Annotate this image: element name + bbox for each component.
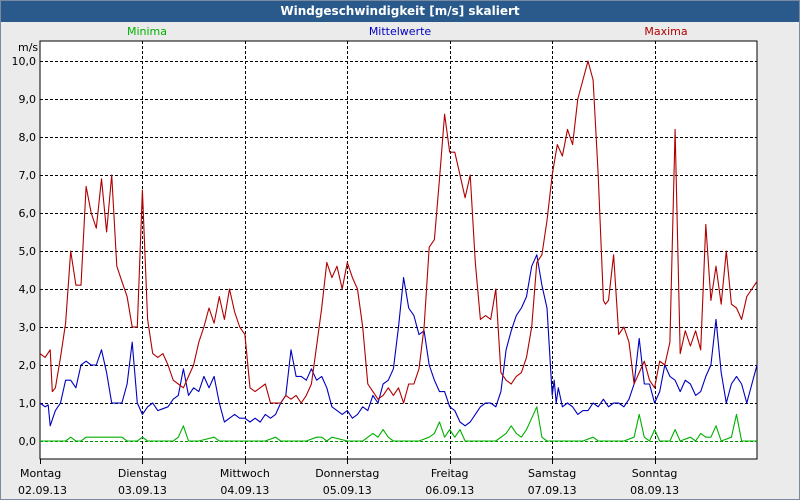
- y-tick-label-0: 0,0: [19, 435, 37, 448]
- y-tick-label-6: 6,0: [19, 207, 37, 220]
- series-line-mittelwerte: [39, 254, 758, 427]
- series-line-minima: [40, 406, 757, 442]
- day-weekday-label-3: Donnerstag: [315, 467, 379, 480]
- day-weekday-label-1: Dienstag: [118, 467, 167, 480]
- y-axis-label: m/s: [18, 41, 38, 54]
- chart-title: Windgeschwindigkeit [m/s] skaliert: [1, 1, 799, 22]
- horizontal-gridlines: [40, 61, 757, 442]
- series-line-maxima: [39, 60, 758, 404]
- y-tick-label-5: 5,0: [19, 245, 37, 258]
- y-tick-label-10: 10,0: [12, 55, 37, 68]
- day-date-label-1: 03.09.13: [118, 484, 167, 497]
- day-weekday-label-5: Samstag: [528, 467, 576, 480]
- legend: Minima Mittelwerte Maxima: [127, 25, 688, 38]
- day-weekday-label-0: Montag: [20, 467, 61, 480]
- legend-mittelwerte: Mittelwerte: [369, 25, 432, 38]
- legend-minima: Minima: [127, 25, 167, 38]
- day-date-label-4: 06.09.13: [425, 484, 474, 497]
- y-tick-label-1: 1,0: [19, 397, 37, 410]
- y-tick-label-9: 9,0: [19, 93, 37, 106]
- y-tick-label-8: 8,0: [19, 131, 37, 144]
- day-date-label-0: 02.09.13: [18, 484, 67, 497]
- day-weekday-label-2: Mittwoch: [220, 467, 270, 480]
- y-tick-label-7: 7,0: [19, 169, 37, 182]
- day-weekday-label-6: Sonntag: [632, 467, 678, 480]
- day-weekday-label-4: Freitag: [431, 467, 469, 480]
- day-date-label-6: 08.09.13: [630, 484, 679, 497]
- series-lines: [39, 60, 758, 442]
- y-axis-tick-labels: 0,0 1,0 2,0 3,0 4,0 5,0 6,0 7,0 8,0 9,0 10,0: [12, 55, 37, 448]
- y-tick-label-4: 4,0: [19, 283, 37, 296]
- day-date-label-2: 04.09.13: [220, 484, 269, 497]
- legend-maxima: Maxima: [644, 25, 687, 38]
- plot-area: [39, 40, 758, 460]
- y-tick-label-3: 3,0: [19, 321, 37, 334]
- day-date-label-5: 07.09.13: [528, 484, 577, 497]
- y-tick-label-2: 2,0: [19, 359, 37, 372]
- day-date-label-3: 05.09.13: [323, 484, 372, 497]
- x-axis-day-labels: Montag 02.09.13 Dienstag 03.09.13 Mittwoch 04…: [18, 459, 679, 497]
